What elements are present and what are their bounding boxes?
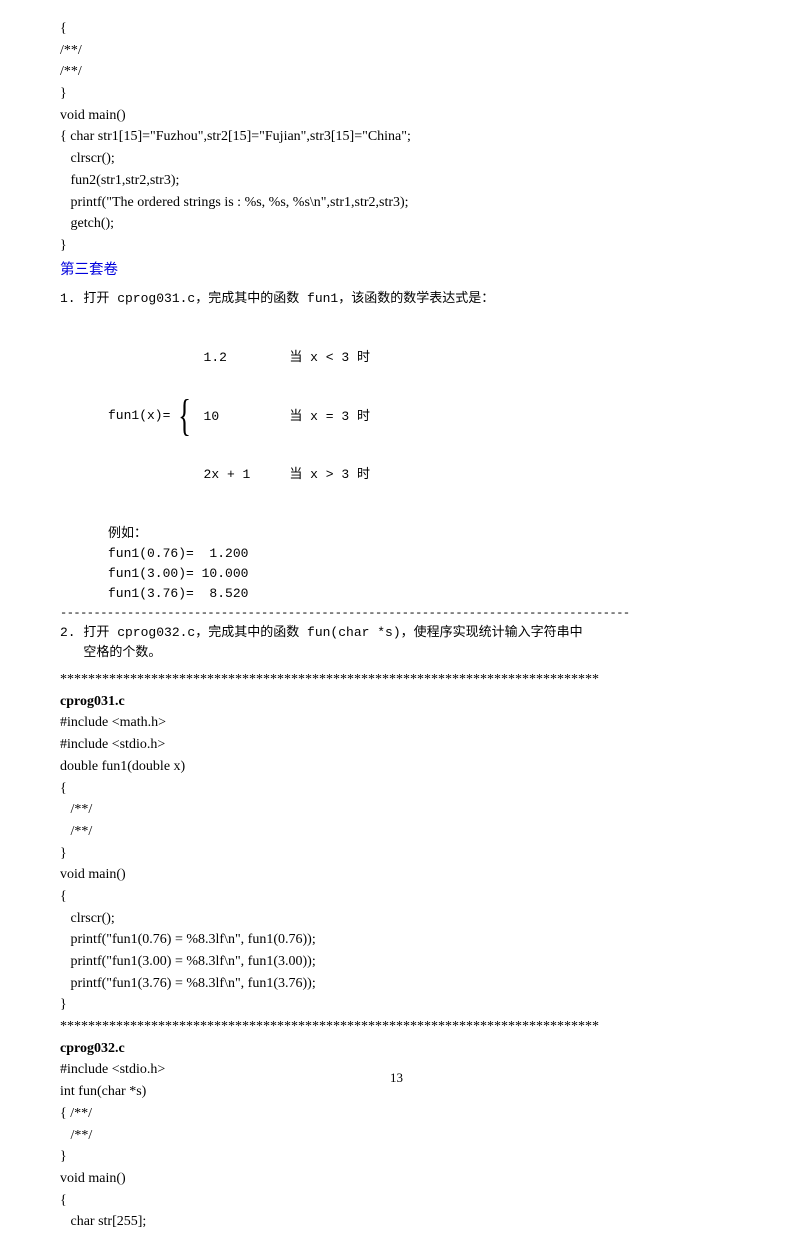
divider-stars: ****************************************… <box>60 669 733 691</box>
code-line: printf("fun1(3.00) = %8.3lf\n", fun1(3.0… <box>60 951 733 973</box>
code-line: #include <math.h> <box>60 712 733 734</box>
filename-heading: cprog032.c <box>60 1038 733 1060</box>
piecewise-function: fun1(x)= { 1.2 当 x < 3 时 10 当 x = 3 时 2x… <box>108 309 733 524</box>
code-line: { <box>60 18 733 40</box>
example-line: fun1(0.76)= 1.200 <box>108 544 733 564</box>
question-2-line: 空格的个数。 <box>60 643 733 663</box>
question-1-intro: 1. 打开 cprog031.c，完成其中的函数 fun1，该函数的数学表达式是… <box>60 289 733 309</box>
filename-heading: cprog031.c <box>60 691 733 713</box>
code-line: /**/ <box>60 821 733 843</box>
code-line: void main() <box>60 1168 733 1190</box>
code-line: } <box>60 994 733 1016</box>
code-line: /**/ <box>60 799 733 821</box>
code-line: { /**/ <box>60 1103 733 1125</box>
code-line: { <box>60 778 733 800</box>
code-line: /**/ <box>60 40 733 62</box>
code-line: } <box>60 843 733 865</box>
code-line: { char str1[15]="Fuzhou",str2[15]="Fujia… <box>60 126 733 148</box>
code-line: } <box>60 83 733 105</box>
code-line: } <box>60 235 733 257</box>
brace-icon: { <box>179 394 192 438</box>
code-line: printf("fun1(3.76) = %8.3lf\n", fun1(3.7… <box>60 973 733 995</box>
code-line: printf("fun1(0.76) = %8.3lf\n", fun1(0.7… <box>60 929 733 951</box>
example-line: fun1(3.00)= 10.000 <box>108 564 733 584</box>
code-line: char str[255]; <box>60 1211 733 1233</box>
code-line: void main() <box>60 105 733 127</box>
piecewise-row: 1.2 当 x < 3 时 <box>204 348 370 368</box>
code-line: /**/ <box>60 61 733 83</box>
piecewise-row: 10 当 x = 3 时 <box>204 407 370 427</box>
code-line: { <box>60 886 733 908</box>
code-line: clrscr(); <box>60 908 733 930</box>
fn-label: fun1(x)= <box>108 406 170 426</box>
question-2-line: 2. 打开 cprog032.c，完成其中的函数 fun(char *s)，使程… <box>60 623 733 643</box>
code-line: } <box>60 1146 733 1168</box>
divider-dashes: ----------------------------------------… <box>60 604 733 623</box>
section-heading: 第三套卷 <box>60 259 733 281</box>
code-line: #include <stdio.h> <box>60 734 733 756</box>
code-line: clrscr(); <box>60 148 733 170</box>
example-label: 例如： <box>108 524 733 544</box>
page-number: 13 <box>0 1070 793 1086</box>
code-line: { <box>60 1190 733 1212</box>
code-line: printf("The ordered strings is : %s, %s,… <box>60 192 733 214</box>
piecewise-row: 2x + 1 当 x > 3 时 <box>204 465 370 485</box>
document-page: { /**/ /**/ } void main() { char str1[15… <box>0 0 793 1233</box>
code-line: double fun1(double x) <box>60 756 733 778</box>
code-line: fun2(str1,str2,str3); <box>60 170 733 192</box>
code-line: getch(); <box>60 213 733 235</box>
divider-stars: ****************************************… <box>60 1016 733 1038</box>
example-line: fun1(3.76)= 8.520 <box>108 584 733 604</box>
code-line: void main() <box>60 864 733 886</box>
code-line: /**/ <box>60 1125 733 1147</box>
piecewise-rows: 1.2 当 x < 3 时 10 当 x = 3 时 2x + 1 当 x > … <box>204 309 370 524</box>
